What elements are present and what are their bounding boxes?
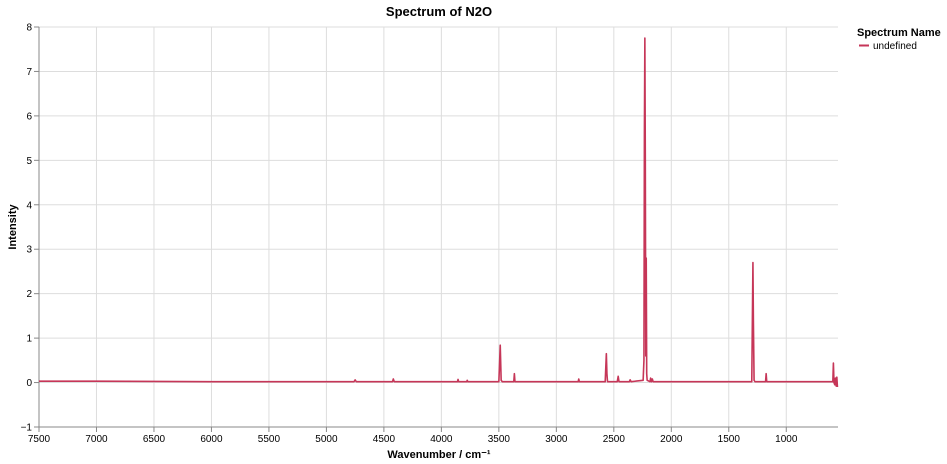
y-tick-label: 6 <box>26 111 32 122</box>
x-tick-label: 7500 <box>28 434 51 445</box>
x-tick-label: 3500 <box>488 434 511 445</box>
y-tick-label: 5 <box>26 156 32 167</box>
y-tick-label: −1 <box>21 423 33 434</box>
y-tick-label: 1 <box>26 334 32 345</box>
y-tick-label: 8 <box>26 23 32 34</box>
x-tick-label: 5500 <box>258 434 281 445</box>
x-tick-label: 1500 <box>718 434 741 445</box>
y-tick-label: 4 <box>26 200 32 211</box>
grid <box>38 26 838 428</box>
x-tick-label: 6500 <box>143 434 166 445</box>
y-axis-title: Intensity <box>7 204 19 250</box>
x-tick-label: 5000 <box>315 434 338 445</box>
x-tick-label: 4500 <box>373 434 396 445</box>
y-tick-label: 0 <box>26 378 32 389</box>
y-tick-label: 7 <box>26 67 32 78</box>
x-tick-label: 1000 <box>775 434 798 445</box>
chart-title: Spectrum of N2O <box>386 4 492 19</box>
x-tick-label: 4000 <box>430 434 453 445</box>
x-axis-title: Wavenumber / cm⁻¹ <box>387 449 491 461</box>
legend: Spectrum Name undefined <box>857 27 941 52</box>
y-tick-label: 2 <box>26 289 32 300</box>
axes: 7500 7000 6500 6000 5500 5000 4500 4000 3500 3000… <box>21 23 838 445</box>
x-tick-label: 6000 <box>200 434 223 445</box>
x-tick-label: 3000 <box>545 434 568 445</box>
series-layer <box>39 37 839 388</box>
legend-item-label: undefined <box>873 41 917 52</box>
x-tick-label: 7000 <box>85 434 108 445</box>
legend-title: Spectrum Name <box>857 27 941 39</box>
series-line-undefined <box>39 37 839 388</box>
x-tick-label: 2000 <box>660 434 683 445</box>
x-tick-label: 2500 <box>603 434 626 445</box>
y-tick-label: 3 <box>26 245 32 256</box>
